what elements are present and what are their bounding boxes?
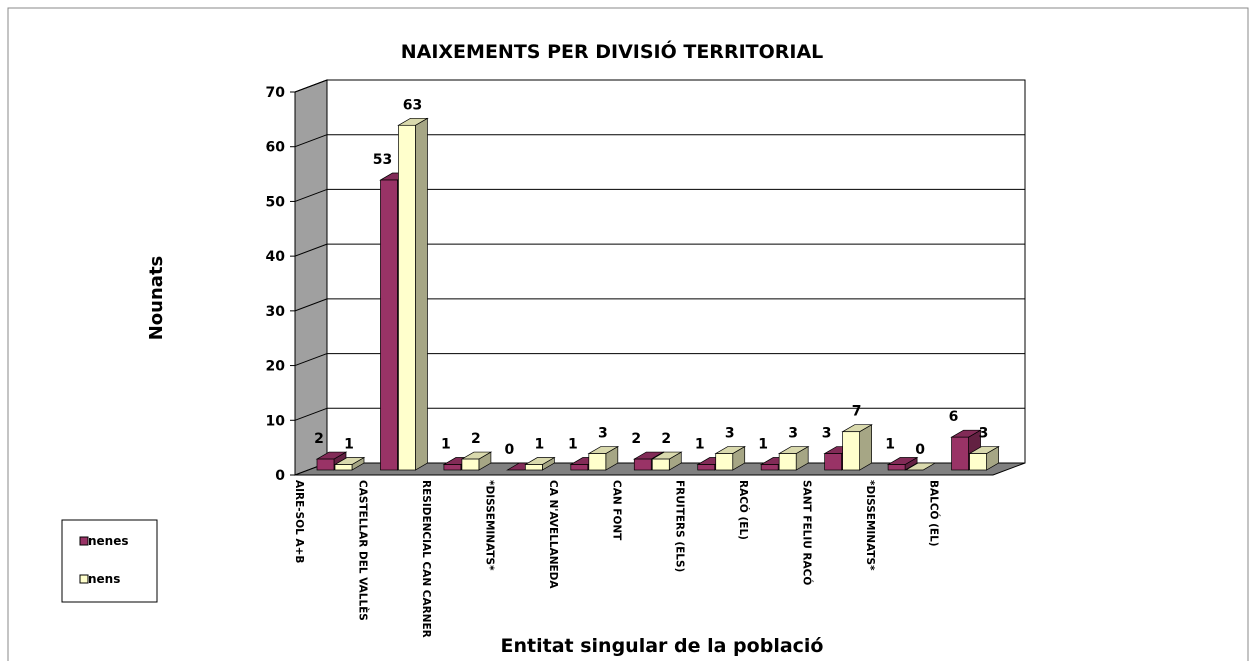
value-label: 2	[314, 431, 324, 447]
value-label: 1	[534, 437, 544, 453]
y-tick-label: 70	[266, 85, 286, 101]
bar	[397, 117, 429, 471]
grid-line	[294, 188, 328, 202]
bar-front	[715, 453, 734, 471]
value-label: 3	[979, 426, 989, 442]
bar-front	[525, 464, 543, 471]
bar-front	[778, 453, 797, 471]
value-label: 7	[852, 404, 862, 420]
bar-front	[588, 453, 607, 471]
x-tick-label: BALCÓ (EL)	[928, 480, 941, 547]
grid-line	[294, 134, 328, 148]
bar-front	[633, 458, 652, 471]
value-label: 0	[915, 442, 925, 458]
bar	[777, 445, 810, 471]
x-tick-label: SANT FELIU RACÓ	[801, 480, 814, 585]
bar	[524, 456, 556, 471]
legend-label: nens	[88, 572, 120, 586]
bar	[650, 451, 683, 471]
legend-box	[61, 519, 158, 603]
side-wall	[294, 79, 328, 476]
value-label: 3	[788, 426, 798, 442]
value-label: 2	[471, 431, 481, 447]
x-tick-label: RESIDENCIAL CAN CARNER	[420, 480, 432, 638]
value-label: 3	[598, 426, 608, 442]
bar-front	[443, 464, 462, 471]
x-tick-label: CAN FONT	[610, 480, 622, 541]
legend-label: nenes	[88, 534, 129, 548]
bar	[968, 445, 1000, 471]
chart-title: NAIXEMENTS PER DIVISIÓ TERRITORIAL	[401, 39, 824, 63]
x-tick-label: *DISSEMINATS*	[864, 480, 876, 571]
bar-front	[398, 124, 416, 471]
grid-line	[294, 407, 328, 421]
value-label: 1	[441, 437, 451, 453]
value-label: 3	[822, 426, 832, 442]
legend-swatch	[79, 574, 89, 584]
grid-line	[294, 243, 328, 257]
x-axis-title: Entitat singular de la població	[501, 635, 824, 657]
bar-side	[415, 117, 428, 471]
y-tick-label: 50	[266, 194, 286, 210]
y-tick-label: 0	[275, 468, 285, 484]
bar-front	[316, 458, 335, 471]
bar-front	[570, 464, 589, 471]
value-label: 1	[568, 437, 578, 453]
bar	[460, 451, 493, 471]
value-label: 53	[373, 152, 392, 168]
bar	[587, 445, 620, 471]
x-tick-label: CASTELLAR DEL VALLÈS	[356, 480, 369, 621]
bar	[904, 462, 937, 471]
value-label: 1	[695, 437, 705, 453]
value-label: 1	[885, 437, 895, 453]
bar-side	[859, 424, 872, 471]
value-label: 2	[661, 431, 671, 447]
bar-front	[760, 464, 779, 471]
value-label: 3	[725, 426, 735, 442]
grid-line	[294, 298, 328, 312]
y-tick-label: 40	[266, 249, 286, 265]
y-tick-label: 20	[266, 359, 286, 375]
y-tick-label: 30	[266, 304, 286, 320]
y-tick-label: 60	[266, 140, 286, 156]
grid-line	[294, 79, 328, 93]
bar-front	[842, 431, 860, 471]
bar	[714, 445, 747, 471]
value-label: 1	[758, 437, 768, 453]
y-axis-title: Nounats	[146, 256, 167, 341]
value-label: 6	[949, 409, 959, 425]
bar-front	[951, 436, 969, 471]
x-tick-label: FRUITERS (ELS)	[674, 480, 686, 572]
bar-top	[904, 462, 937, 471]
bar-front	[887, 464, 906, 471]
back-wall	[326, 79, 1026, 464]
value-label: 1	[344, 437, 354, 453]
bar-front	[380, 179, 398, 471]
x-tick-label: *DISSEMINATS*	[483, 480, 495, 571]
x-tick-label: RACÓ (EL)	[737, 480, 750, 540]
value-label: 0	[504, 442, 514, 458]
x-tick-label: CA N'AVELLANEDA	[547, 480, 559, 589]
x-tick-label: AIRE-SOL A+B	[293, 480, 305, 563]
bar	[841, 424, 873, 471]
value-label: 63	[403, 97, 422, 113]
grid-line	[294, 353, 328, 367]
legend-swatch	[79, 536, 89, 546]
y-tick-label: 10	[266, 413, 286, 429]
bar-front	[651, 458, 670, 471]
value-label: 2	[631, 431, 641, 447]
bar-front	[824, 453, 842, 471]
bar-front	[697, 464, 716, 471]
bar-front	[334, 464, 353, 471]
bar	[333, 456, 366, 471]
bar-front	[969, 453, 987, 471]
bar	[886, 456, 919, 471]
bar-front	[461, 458, 480, 471]
